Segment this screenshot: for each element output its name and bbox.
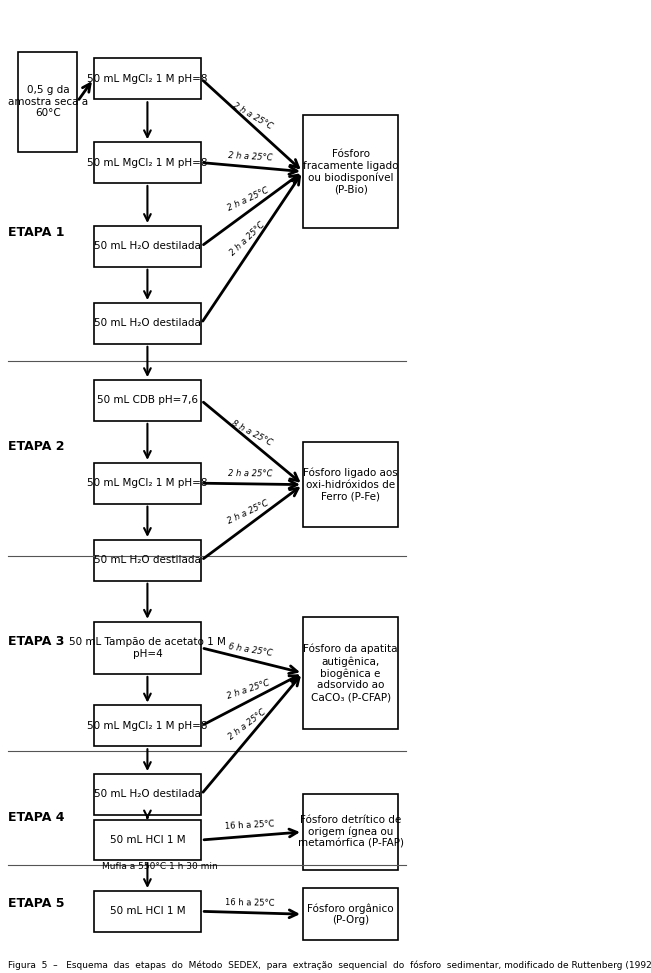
FancyBboxPatch shape [94,380,201,421]
Text: 50 mL H₂O destilada: 50 mL H₂O destilada [94,318,201,328]
Text: 50 mL Tampão de acetato 1 M
pH=4: 50 mL Tampão de acetato 1 M pH=4 [69,637,226,659]
FancyBboxPatch shape [94,463,201,504]
Text: 8 h a 25°C: 8 h a 25°C [230,418,274,448]
Text: Fósforo detrítico de
origem ígnea ou
metamórfica (P-FAP): Fósforo detrítico de origem ígnea ou met… [298,815,404,848]
Text: 0,5 g da
amostra seca a
60°C: 0,5 g da amostra seca a 60°C [8,85,88,119]
Text: Fósforo da apatita
autigênica,
biogênica e
adsorvido ao
CaCO₃ (P-CFAP): Fósforo da apatita autigênica, biogênica… [303,644,398,703]
Text: Fósforo ligado aos
oxi-hidróxidos de
Ferro (P-Fe): Fósforo ligado aos oxi-hidróxidos de Fer… [303,468,398,501]
Text: 2 h a 25°C: 2 h a 25°C [231,100,274,130]
Text: ETAPA 5: ETAPA 5 [8,897,64,910]
Text: 6 h a 25°C: 6 h a 25°C [228,642,273,658]
FancyBboxPatch shape [94,705,201,746]
Text: 50 mL HCl 1 M: 50 mL HCl 1 M [109,906,186,917]
Text: ETAPA 4: ETAPA 4 [8,811,64,824]
FancyBboxPatch shape [303,442,398,527]
Text: 50 mL MgCl₂ 1 M pH=8: 50 mL MgCl₂ 1 M pH=8 [87,478,208,488]
FancyBboxPatch shape [94,142,201,183]
Text: 50 mL H₂O destilada: 50 mL H₂O destilada [94,789,201,800]
Text: 2 h a 25°C: 2 h a 25°C [228,151,273,162]
FancyBboxPatch shape [94,226,201,267]
Text: 16 h a 25°C: 16 h a 25°C [225,898,275,908]
Text: 50 mL MgCl₂ 1 M pH=8: 50 mL MgCl₂ 1 M pH=8 [87,721,208,731]
FancyBboxPatch shape [303,888,398,940]
Text: 50 mL CDB pH=7,6: 50 mL CDB pH=7,6 [97,395,198,406]
FancyBboxPatch shape [303,794,398,870]
Text: 2 h a 25°C: 2 h a 25°C [228,220,266,257]
Text: ETAPA 2: ETAPA 2 [8,440,64,453]
FancyBboxPatch shape [94,774,201,814]
FancyBboxPatch shape [303,116,398,228]
Text: 50 mL MgCl₂ 1 M pH=8: 50 mL MgCl₂ 1 M pH=8 [87,74,208,84]
Text: 50 mL HCl 1 M: 50 mL HCl 1 M [109,835,186,845]
FancyBboxPatch shape [94,891,201,932]
Text: 16 h a 25°C: 16 h a 25°C [225,820,275,832]
Text: Fósforo orgânico
(P-Org): Fósforo orgânico (P-Org) [307,903,394,925]
Text: Figura  5  –   Esquema  das  etapas  do  Método  SEDEX,  para  extração  sequenc: Figura 5 – Esquema das etapas do Método … [8,960,651,970]
Text: 50 mL MgCl₂ 1 M pH=8: 50 mL MgCl₂ 1 M pH=8 [87,158,208,167]
Text: 50 mL H₂O destilada: 50 mL H₂O destilada [94,241,201,251]
FancyBboxPatch shape [94,819,201,860]
FancyBboxPatch shape [94,58,201,99]
Text: Fósforo
fracamente ligado
ou biodisponível
(P-Bio): Fósforo fracamente ligado ou biodisponív… [303,149,398,195]
Text: 2 h a 25°C: 2 h a 25°C [227,707,268,741]
FancyBboxPatch shape [94,622,201,674]
Text: 2 h a 25°C: 2 h a 25°C [226,186,270,213]
FancyBboxPatch shape [18,52,77,152]
Text: 2 h a 25°C: 2 h a 25°C [226,499,270,526]
FancyBboxPatch shape [94,303,201,343]
Text: ETAPA 1: ETAPA 1 [8,226,64,239]
Text: Mufla a 550°C 1 h 30 min: Mufla a 550°C 1 h 30 min [102,862,217,871]
Text: ETAPA 3: ETAPA 3 [8,635,64,648]
Text: 50 mL H₂O destilada: 50 mL H₂O destilada [94,556,201,565]
FancyBboxPatch shape [94,540,201,581]
Text: 2 h a 25°C: 2 h a 25°C [226,678,271,701]
Text: 2 h a 25°C: 2 h a 25°C [228,469,272,479]
FancyBboxPatch shape [303,617,398,729]
